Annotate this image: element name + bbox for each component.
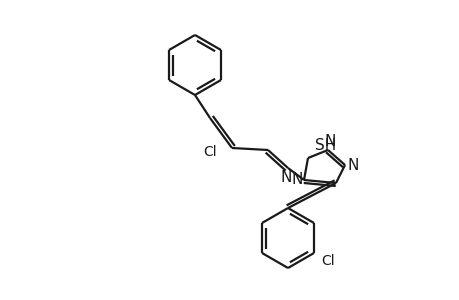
Text: N: N bbox=[347, 158, 358, 172]
Text: N: N bbox=[291, 172, 302, 188]
Text: N: N bbox=[324, 134, 335, 149]
Text: SH: SH bbox=[315, 139, 336, 154]
Text: N: N bbox=[280, 170, 291, 185]
Text: Cl: Cl bbox=[320, 254, 334, 268]
Text: Cl: Cl bbox=[203, 145, 216, 159]
